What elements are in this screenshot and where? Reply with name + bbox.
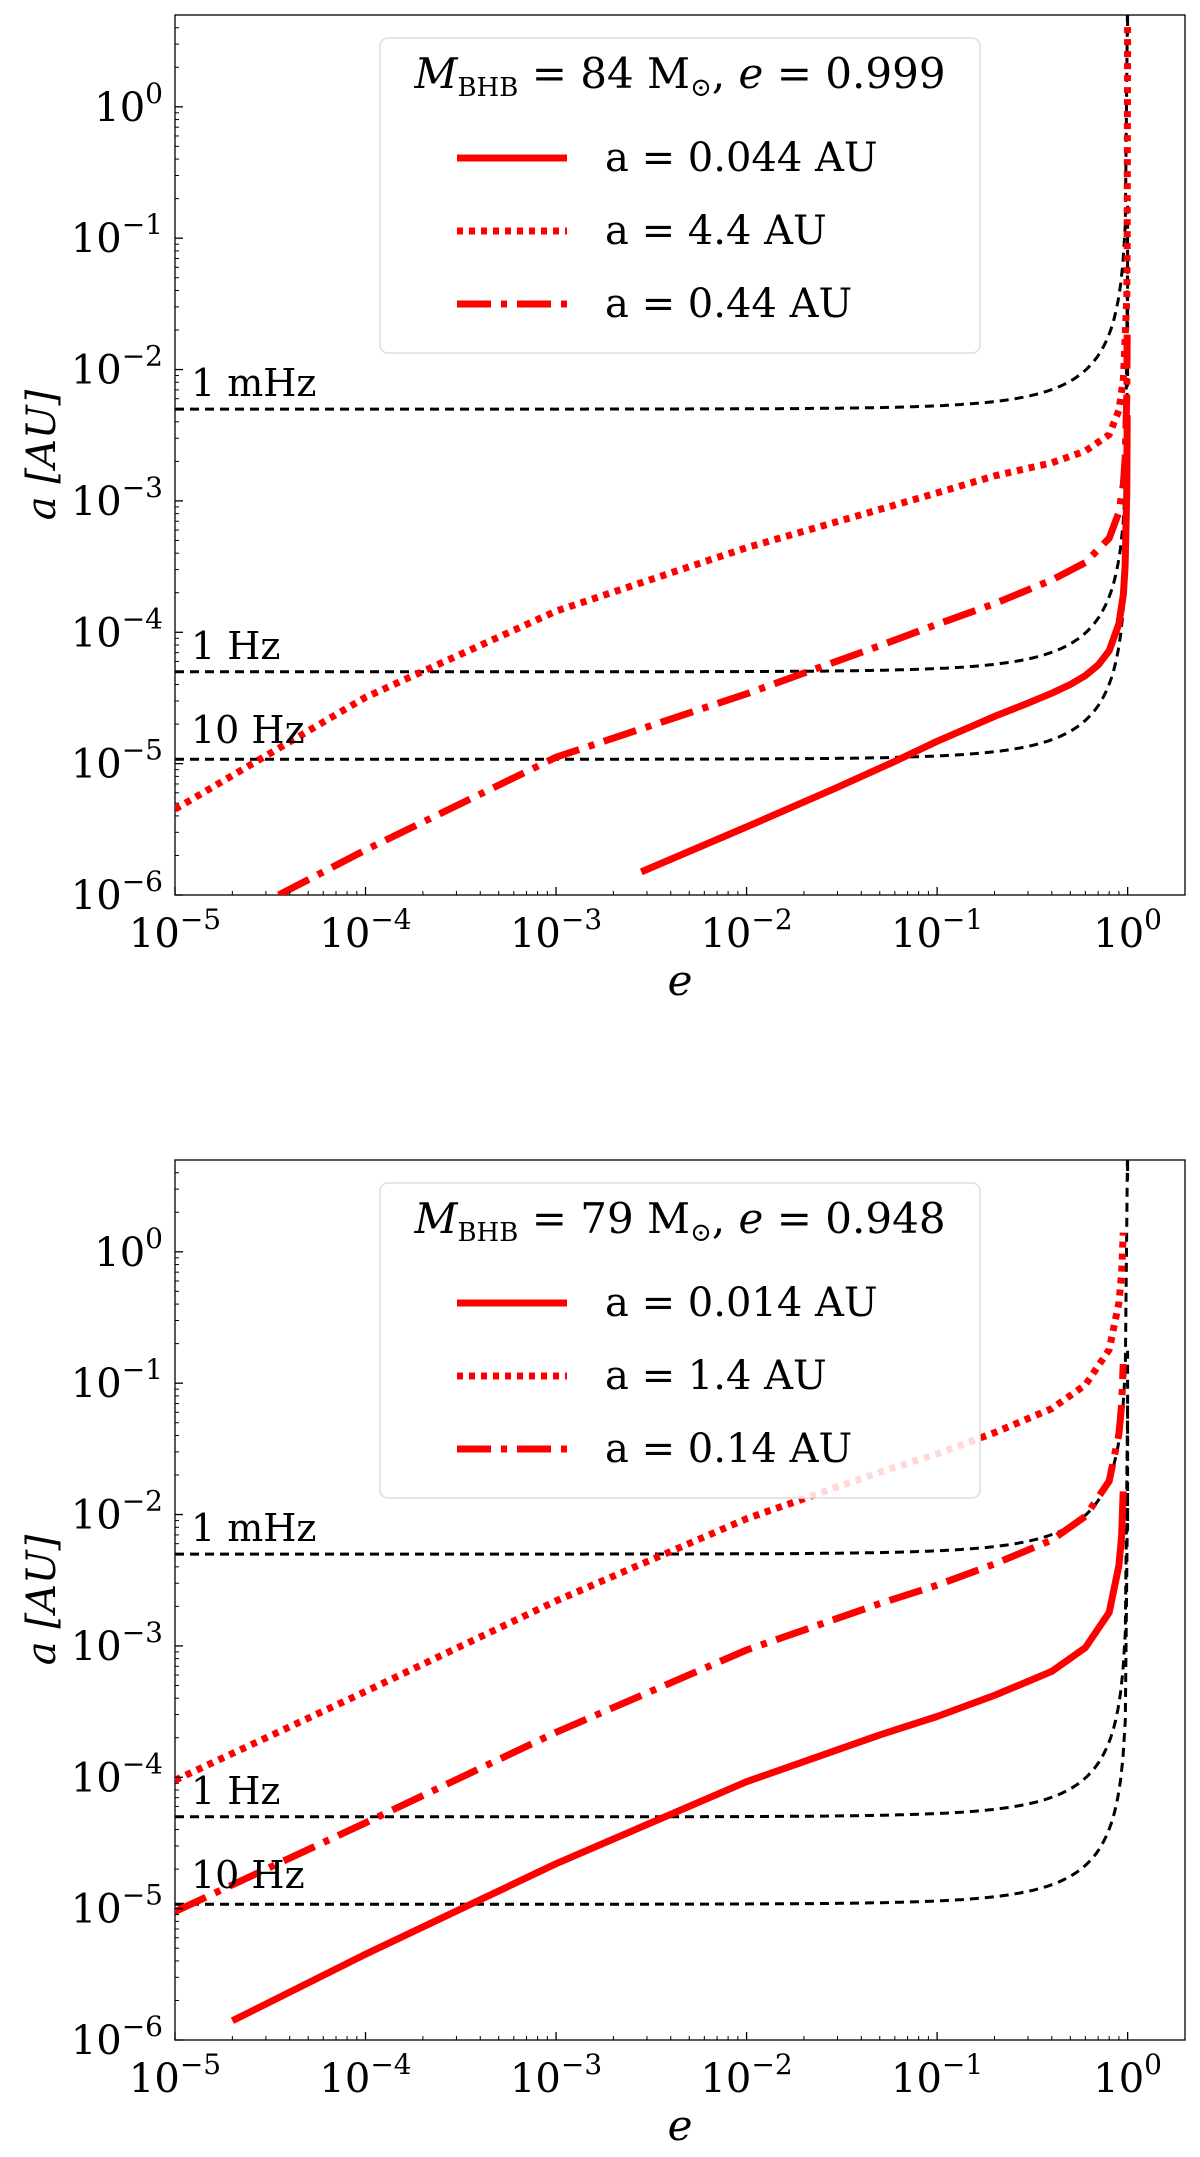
y-ticks: 10−6 10−5 10−4 10−3 10−2 10−1 100 (71, 1172, 183, 2064)
legend-label-solid: a = 0.014 AU (605, 1280, 878, 1326)
x-tick-label: 10−5 (129, 2048, 221, 2102)
series-dashdot (277, 329, 1131, 895)
frequency-curve-3 (175, 1438, 1130, 1906)
y-tick-label: 10−4 (71, 1747, 163, 1801)
x-ticks: 10−5 10−4 10−3 10−2 10−1 100 (129, 2032, 1162, 2102)
legend-label-dotted: a = 4.4 AU (605, 208, 827, 254)
frequency-curve-2 (175, 1350, 1130, 1819)
x-tick-label: 100 (1093, 903, 1162, 957)
frequency-curve-1 (175, 1160, 1130, 1556)
series-dashdot (175, 1363, 1127, 1915)
y-tick-label: 10−3 (71, 1616, 163, 1670)
frequency-curve-label: 10 Hz (191, 1853, 305, 1897)
curves-group (175, 15, 1132, 895)
x-tick-label: 10−2 (700, 2048, 792, 2102)
y-tick-label: 10−2 (71, 1485, 163, 1539)
legend-label-solid: a = 0.044 AU (605, 135, 878, 181)
bottom-panel: 10−5 10−4 10−3 10−2 10−1 100 10−610−510−410−3… (19, 1159, 1186, 2150)
top-panel: 10−5 10−4 10−3 10−2 10−1 100 10−610−510−410−3… (19, 14, 1186, 1005)
plot-frame (174, 1159, 1186, 2041)
x-tick-label: 100 (1093, 2048, 1162, 2102)
y-tick-label: 100 (94, 77, 163, 131)
frequency-curve-label: 10 Hz (191, 708, 305, 752)
y-axis-label: a [AU] (19, 389, 65, 520)
series-dotted (175, 22, 1132, 813)
x-axis-label: e (668, 2101, 693, 2150)
frequency-curve-2 (175, 205, 1130, 674)
frequency-curve-3 (175, 293, 1130, 761)
frequency-curve-label: 1 Hz (191, 1769, 280, 1813)
x-tick-label: 10−2 (700, 903, 792, 957)
frequency-curve-label: 1 Hz (191, 624, 280, 668)
x-tick-label: 10−3 (510, 2048, 602, 2102)
frequency-curve-label: 1 mHz (191, 361, 316, 405)
legend-label-dotted: a = 1.4 AU (605, 1353, 827, 1399)
series-dotted (175, 1232, 1127, 1784)
y-ticks: 10−6 10−5 10−4 10−3 10−2 10−1 100 (71, 27, 183, 919)
y-tick-label: 10−5 (71, 1879, 163, 1933)
y-tick-label: 10−4 (71, 602, 163, 656)
y-tick-label: 10−6 (71, 865, 163, 919)
curves-group (175, 1160, 1130, 2024)
x-tick-label: 10−4 (319, 2048, 411, 2102)
y-tick-label: 10−2 (71, 340, 163, 394)
plot-frame (174, 14, 1186, 896)
legend: MBHB = 84 M⊙, e = 0.999 a = 0.044 AU a =… (379, 37, 981, 354)
legend-title: MBHB = 84 M⊙, e = 0.999 (413, 49, 945, 103)
legend: MBHB = 79 M⊙, e = 0.948 a = 0.014 AU a =… (379, 1182, 981, 1499)
series-solid (639, 415, 1131, 876)
y-tick-label: 100 (94, 1222, 163, 1276)
legend-box (379, 37, 981, 354)
legend-label-dashdot: a = 0.44 AU (605, 281, 852, 327)
series-solid (230, 1491, 1127, 2024)
legend-box (379, 1182, 981, 1499)
y-tick-label: 10−1 (71, 208, 163, 262)
y-tick-label: 10−1 (71, 1353, 163, 1407)
x-ticks: 10−5 10−4 10−3 10−2 10−1 100 (129, 887, 1162, 957)
x-tick-label: 10−5 (129, 903, 221, 957)
y-axis-label: a [AU] (19, 1534, 65, 1665)
frequency-curve-1 (175, 15, 1130, 411)
y-tick-label: 10−3 (71, 471, 163, 525)
y-tick-label: 10−5 (71, 734, 163, 788)
x-axis-label: e (668, 956, 693, 1005)
x-tick-label: 10−3 (510, 903, 602, 957)
frequency-curve-label: 1 mHz (191, 1506, 316, 1550)
legend-label-dashdot: a = 0.14 AU (605, 1426, 852, 1472)
y-tick-label: 10−6 (71, 2010, 163, 2064)
x-tick-label: 10−4 (319, 903, 411, 957)
x-tick-label: 10−1 (891, 903, 983, 957)
legend-title: MBHB = 79 M⊙, e = 0.948 (413, 1194, 945, 1248)
x-tick-label: 10−1 (891, 2048, 983, 2102)
